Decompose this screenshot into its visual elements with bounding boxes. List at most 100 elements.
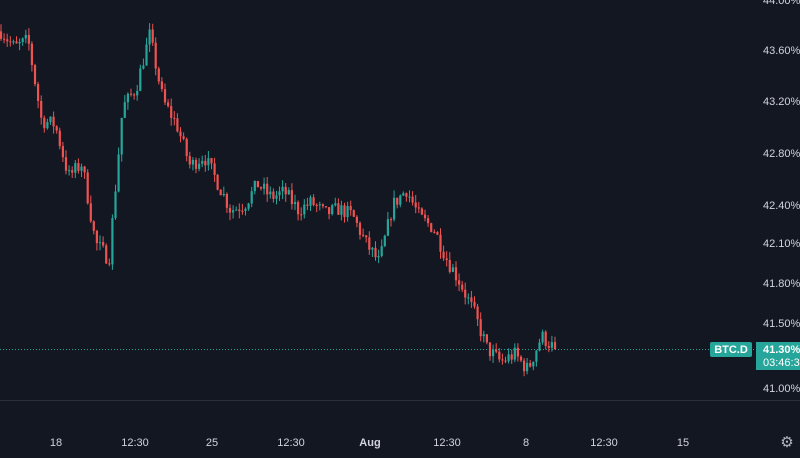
- candle: [68, 165, 71, 176]
- candle-body: [306, 204, 309, 206]
- candle: [287, 187, 290, 195]
- candle: [198, 158, 201, 172]
- candle-body: [179, 131, 182, 137]
- candle: [204, 154, 207, 172]
- last-price-label: 41.30%: [763, 344, 800, 356]
- candle-body: [89, 203, 92, 222]
- candle: [40, 95, 43, 125]
- candle: [405, 192, 408, 202]
- candle-body: [470, 297, 473, 302]
- candle: [417, 201, 420, 214]
- candle-body: [37, 84, 40, 101]
- candle-body: [433, 231, 436, 233]
- candle-body: [337, 203, 340, 215]
- candle-body: [442, 251, 445, 259]
- candle-body: [216, 174, 219, 190]
- candle: [427, 215, 430, 227]
- candle-body: [485, 334, 488, 343]
- candle-body: [492, 349, 495, 357]
- candle: [386, 211, 389, 237]
- candle: [374, 241, 377, 261]
- candle: [86, 169, 89, 205]
- candle-body: [108, 263, 111, 265]
- candle: [507, 348, 510, 364]
- candle: [383, 234, 386, 248]
- x-tick-label: Aug: [359, 437, 380, 449]
- candle: [61, 141, 64, 162]
- candle-body: [194, 159, 198, 169]
- candle: [216, 173, 219, 191]
- candle-body: [408, 196, 411, 198]
- y-tick-label: 41.80%: [763, 278, 800, 290]
- candle-body: [346, 206, 349, 218]
- candle: [445, 251, 448, 267]
- candle-body: [21, 38, 24, 42]
- candle: [154, 37, 157, 76]
- candle-body: [349, 206, 352, 211]
- candle: [191, 157, 194, 171]
- candle-body: [352, 210, 355, 217]
- price-axis[interactable]: 44.00% 43.60% 43.20% 42.80% 42.40% 42.10% 41.8…: [763, 0, 800, 395]
- candle: [173, 111, 176, 126]
- candle-body: [430, 223, 433, 232]
- candle-body: [362, 234, 365, 236]
- candle-body: [523, 360, 526, 372]
- candle-body: [204, 160, 207, 166]
- candle: [393, 190, 396, 222]
- candle-body: [46, 122, 49, 129]
- candle: [303, 199, 306, 219]
- candle-body: [293, 202, 297, 205]
- candle: [225, 192, 228, 213]
- candle: [389, 217, 393, 227]
- candle-body: [516, 347, 519, 357]
- x-tick-label: 12:30: [277, 437, 305, 449]
- candle-body: [173, 117, 176, 119]
- candle-body: [136, 90, 139, 96]
- candle-body: [188, 156, 191, 165]
- time-axis[interactable]: 18 12:30 25 12:30 Aug 12:30 8 12:30 15: [50, 437, 689, 449]
- candle-body: [105, 245, 108, 264]
- candle: [278, 186, 281, 201]
- candle: [210, 157, 213, 170]
- candle: [179, 127, 182, 143]
- candle: [228, 204, 232, 221]
- candle: [269, 186, 272, 199]
- candle: [256, 181, 259, 188]
- candle: [312, 194, 315, 207]
- candle: [167, 99, 170, 108]
- gear-icon[interactable]: ⚙: [780, 433, 794, 451]
- candle-body: [256, 181, 259, 188]
- candle-body: [399, 195, 402, 205]
- candle: [194, 157, 198, 174]
- candle: [476, 303, 479, 326]
- candle: [123, 95, 126, 118]
- candle: [18, 38, 21, 51]
- candle-body: [526, 363, 529, 372]
- candle: [241, 203, 244, 215]
- candle-body: [6, 39, 9, 42]
- y-tick-label: 42.10%: [763, 238, 800, 250]
- candle: [244, 207, 247, 216]
- candle-body: [244, 208, 247, 211]
- candle: [139, 64, 142, 92]
- candle: [49, 116, 52, 125]
- candle: [544, 330, 547, 350]
- candle: [6, 33, 9, 47]
- candle-body: [27, 34, 30, 44]
- candle-body: [263, 183, 266, 189]
- candle-body: [247, 203, 250, 209]
- candle-body: [49, 116, 52, 122]
- candle-body: [133, 94, 136, 96]
- candle: [479, 312, 482, 342]
- candle-body: [467, 297, 470, 299]
- candle-body: [297, 202, 300, 215]
- candle: [176, 113, 179, 133]
- candle: [219, 189, 222, 196]
- candle: [222, 186, 225, 197]
- candle: [362, 228, 365, 238]
- candle: [148, 23, 151, 52]
- candle: [272, 188, 275, 203]
- candle-body: [129, 93, 133, 95]
- candle-body: [114, 191, 117, 219]
